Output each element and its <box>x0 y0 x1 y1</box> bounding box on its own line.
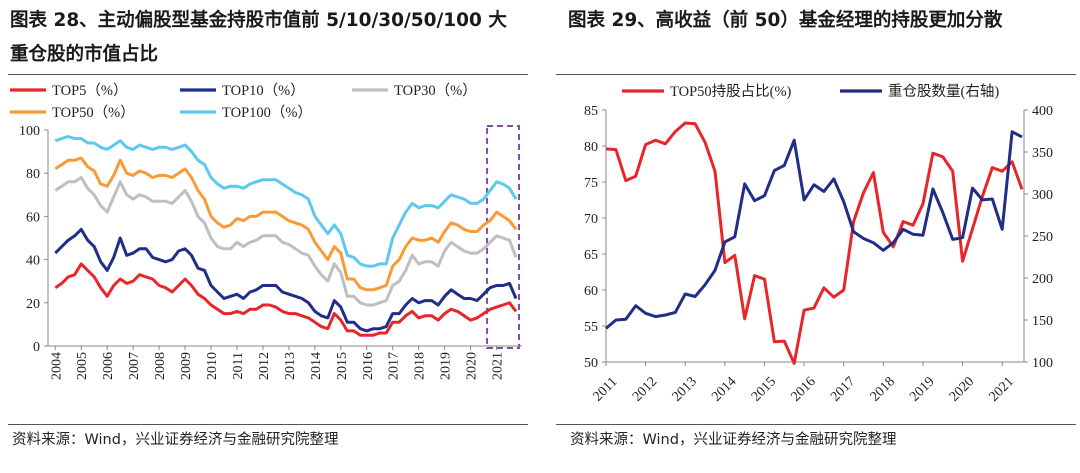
left-chart-title: 图表 28、主动偏股型基金持股市值前 5/10/30/50/100 大重仓股的市… <box>10 10 507 65</box>
x-tick-label: 2016 <box>361 352 376 380</box>
legend-item-top10: TOP10（%） <box>180 82 305 99</box>
y-tick-label: 55 <box>584 320 598 335</box>
x-tick-label: 2015 <box>335 352 350 380</box>
series-line-top30 <box>54 176 518 307</box>
legend-label: TOP10（%） <box>222 82 305 99</box>
x-tick-label: 2019 <box>907 374 937 404</box>
x-tick-label: 2013 <box>283 352 298 380</box>
legend-label: TOP30（%） <box>394 82 477 99</box>
y2-tick-label: 400 <box>1032 104 1053 119</box>
highlight-box <box>486 125 521 349</box>
y2-tick-label: 350 <box>1032 146 1053 161</box>
y2-tick-label: 300 <box>1032 188 1053 203</box>
left-source-note: 资料来源：Wind，兴业证券经济与金融研究院整理 <box>12 432 339 448</box>
series-line-holdings-count <box>605 130 1023 330</box>
y2-tick-label: 100 <box>1032 356 1053 371</box>
x-tick-label: 2004 <box>49 352 64 380</box>
y-tick-label: 60 <box>26 210 40 225</box>
y-tick-label: 100 <box>19 124 40 139</box>
series-line-top50-share <box>605 121 1024 365</box>
series-line-top50 <box>54 156 518 292</box>
y-tick-label: 85 <box>584 104 598 119</box>
legend-item-top100: TOP100（%） <box>180 104 312 121</box>
right-chart: TOP50持股占比(%) 重仓股数量(右轴) 50 55 60 65 70 75 80 85 100… <box>584 83 1053 405</box>
legend-item-top5: TOP5（%） <box>10 82 127 99</box>
legend-item-top30: TOP30（%） <box>352 82 477 99</box>
x-tick-label: 2014 <box>709 374 739 404</box>
right-source-note: 资料来源：Wind，兴业证券经济与金融研究院整理 <box>570 432 897 448</box>
right-title-rule <box>556 74 1076 75</box>
x-tick-label: 2009 <box>179 352 194 380</box>
legend-label: TOP50（%） <box>52 104 135 121</box>
y-tick-label: 60 <box>584 284 598 299</box>
y-tick-label: 40 <box>26 254 40 269</box>
y-tick-label: 20 <box>26 297 40 312</box>
right-chart-title: 图表 29、高收益（前 50）基金经理的持股更加分散 <box>568 10 1003 31</box>
left-panel: 图表 28、主动偏股型基金持股市值前 5/10/30/50/100 大重仓股的市… <box>0 0 532 473</box>
y2-tick-label: 150 <box>1032 314 1053 329</box>
x-tick-label: 2021 <box>987 374 1017 404</box>
y-tick-label: 80 <box>584 140 598 155</box>
x-tick-label: 2021 <box>491 352 506 380</box>
legend-item-holdings-count: 重仓股数量(右轴) <box>840 83 999 100</box>
x-tick-label: 2020 <box>947 374 977 404</box>
y-tick-label: 65 <box>584 248 598 263</box>
left-title-rule <box>8 74 528 75</box>
y-tick-label: 50 <box>584 356 598 371</box>
y2-tick-label: 250 <box>1032 230 1053 245</box>
y2-tick-label: 200 <box>1032 272 1053 287</box>
x-tick-label: 2011 <box>231 352 246 379</box>
x-tick-label: 2016 <box>788 374 818 404</box>
left-chart: TOP5（%） TOP10（%） TOP30（%） TOP50（%） TOP100（%）… <box>10 82 522 380</box>
y-tick-label: 0 <box>33 340 40 355</box>
x-tick-label: 2007 <box>127 352 142 380</box>
y-tick-label: 75 <box>584 176 598 191</box>
x-tick-label: 2008 <box>153 352 168 380</box>
right-source-rule <box>556 424 1076 425</box>
x-tick-label: 2017 <box>828 374 858 404</box>
legend-item-top50-share: TOP50持股占比(%) <box>622 83 792 100</box>
x-tick-label: 2012 <box>257 352 272 380</box>
x-tick-label: 2013 <box>670 374 700 404</box>
y-tick-label: 70 <box>584 212 598 227</box>
x-tick-label: 2015 <box>749 374 779 404</box>
legend-label: 重仓股数量(右轴) <box>888 83 999 100</box>
x-tick-label: 2011 <box>591 375 621 405</box>
y-tick-label: 80 <box>26 167 40 182</box>
series-line-top10 <box>54 227 518 333</box>
legend-label: TOP50持股占比(%) <box>670 83 792 100</box>
series-line-top100 <box>54 135 518 268</box>
x-tick-label: 2018 <box>868 374 898 404</box>
x-tick-label: 2012 <box>630 374 660 404</box>
legend-label: TOP100（%） <box>222 104 312 121</box>
legend-label: TOP5（%） <box>52 82 127 99</box>
x-tick-label: 2014 <box>309 352 324 380</box>
x-tick-label: 2020 <box>465 352 480 380</box>
legend-item-top50: TOP50（%） <box>10 104 135 121</box>
series-line-top5 <box>54 262 518 337</box>
x-tick-label: 2006 <box>101 352 116 380</box>
x-tick-label: 2019 <box>439 352 454 380</box>
x-tick-label: 2005 <box>75 352 90 380</box>
x-tick-label: 2010 <box>205 352 220 380</box>
right-panel: 图表 29、高收益（前 50）基金经理的持股更加分散 TOP50持股占比(%) 重… <box>548 0 1080 473</box>
left-source-rule <box>8 424 528 425</box>
x-tick-label: 2018 <box>413 352 428 380</box>
x-tick-label: 2017 <box>387 352 402 380</box>
